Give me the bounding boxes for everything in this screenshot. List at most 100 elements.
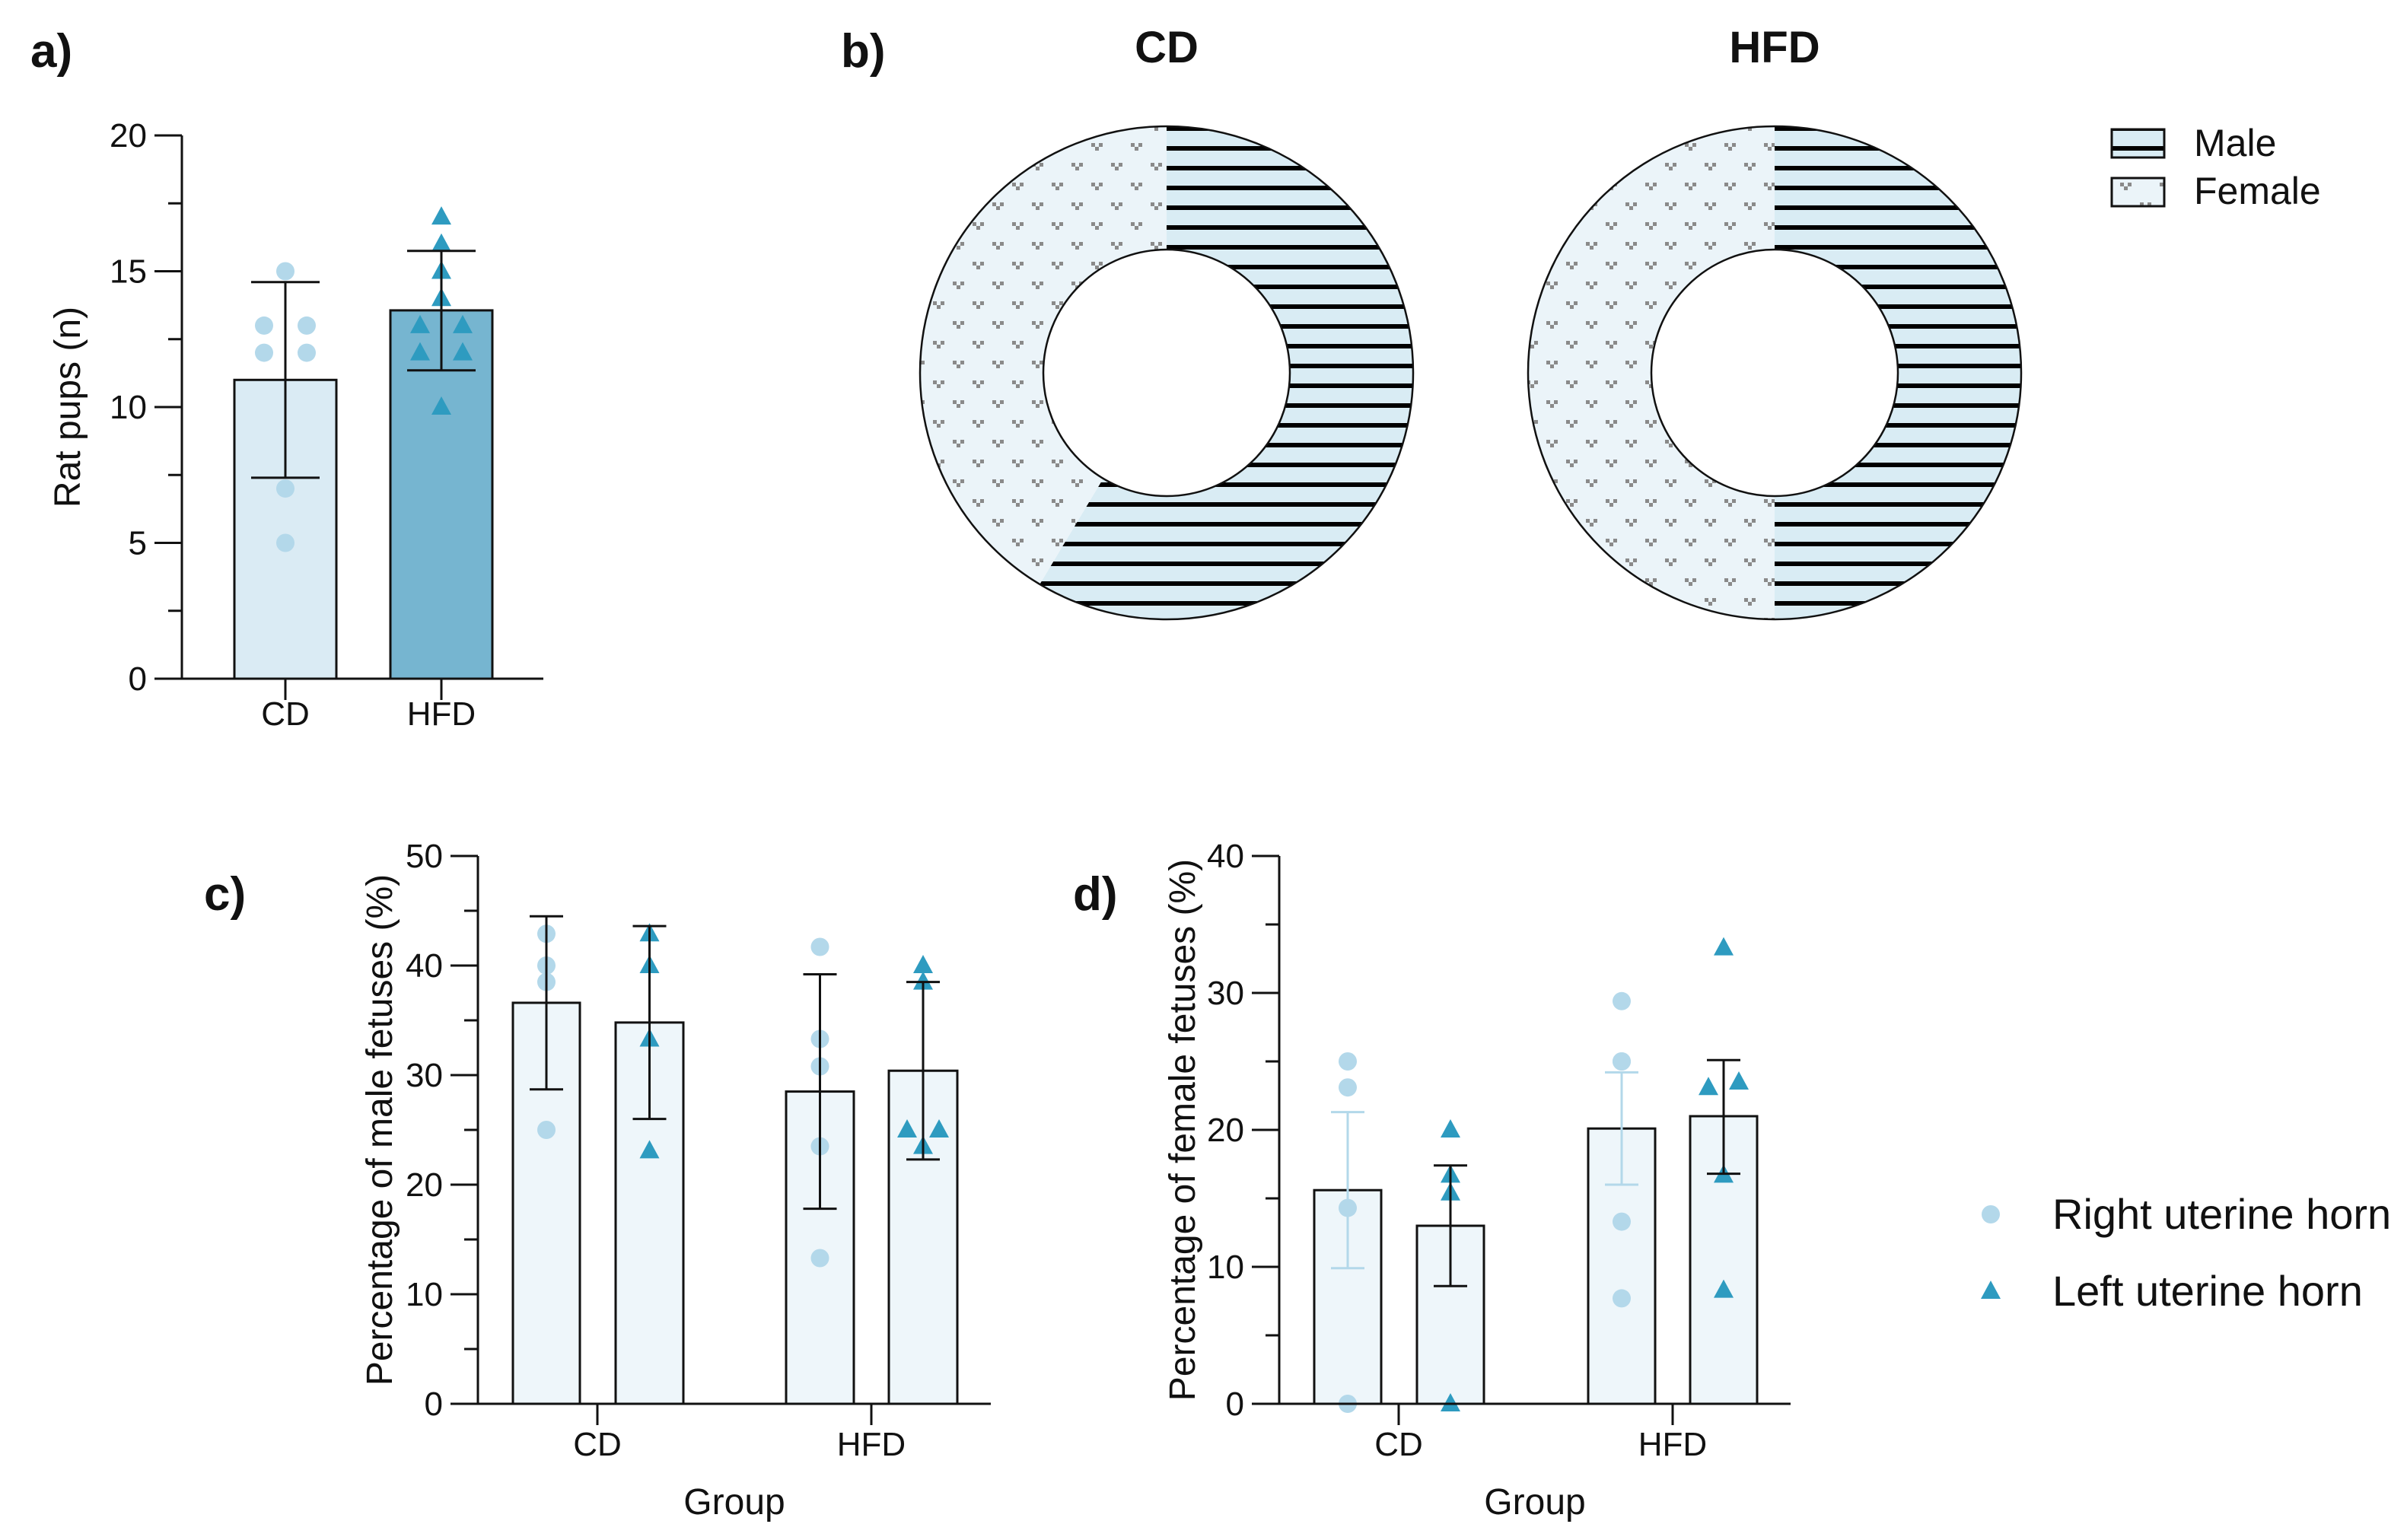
y-tick-label: 30 bbox=[1207, 975, 1244, 1012]
y-tick-label: 0 bbox=[1226, 1386, 1244, 1423]
y-tick-label: 40 bbox=[1207, 838, 1244, 875]
legend-label-right-horn: Right uterine horn bbox=[2052, 1190, 2391, 1238]
error-bar bbox=[1707, 1058, 1740, 1176]
data-point-circle bbox=[255, 343, 273, 362]
chart-panel-b: b) CD HFD Male Female bbox=[841, 23, 2321, 621]
donut-title: CD bbox=[1135, 23, 1199, 72]
y-tick-label: 5 bbox=[129, 525, 147, 562]
legend-label-male: Male bbox=[2194, 122, 2276, 164]
data-point-triangle bbox=[639, 1140, 660, 1159]
y-tick-label: 10 bbox=[406, 1276, 443, 1313]
x-axis-label: Group bbox=[683, 1482, 785, 1522]
y-tick-label: 40 bbox=[406, 947, 443, 985]
data-point-circle bbox=[1339, 1052, 1357, 1071]
y-tick-label: 50 bbox=[406, 838, 443, 875]
data-point-triangle bbox=[1441, 1393, 1460, 1411]
legend-marker-left-horn bbox=[1981, 1281, 2001, 1299]
error-bar bbox=[407, 250, 476, 372]
y-tick-label: 20 bbox=[110, 117, 147, 154]
data-point-triangle bbox=[410, 342, 430, 361]
y-tick-label: 20 bbox=[406, 1166, 443, 1204]
y-tick-label: 20 bbox=[1207, 1112, 1244, 1149]
data-point-circle bbox=[276, 533, 295, 552]
data-point-triangle bbox=[1729, 1071, 1749, 1090]
data-point-circle bbox=[298, 316, 316, 335]
y-axis-label: Percentage of male fetuses (%) bbox=[360, 874, 400, 1386]
error-bar bbox=[632, 924, 667, 1121]
data-point-triangle bbox=[410, 314, 430, 333]
y-tick-label: 0 bbox=[129, 660, 147, 698]
slice-male bbox=[1040, 126, 1413, 619]
x-tick-label: CD bbox=[261, 695, 310, 733]
chart-panel-a: a) 0 5 10 15 20 CD HFD Rat pups (n) bbox=[30, 25, 543, 733]
data-point-triangle bbox=[1441, 1119, 1460, 1138]
data-point-circle bbox=[1613, 1052, 1631, 1071]
data-point-triangle bbox=[453, 342, 473, 361]
y-tick-label: 15 bbox=[110, 253, 147, 291]
donut-hole bbox=[1042, 248, 1291, 498]
chart-panel-d: d) 0 10 20 30 40 CD HFD Percentage of female fet… bbox=[1073, 838, 1791, 1522]
data-point-circle bbox=[810, 1249, 829, 1268]
donut-hole bbox=[1650, 248, 1899, 498]
data-point-triangle bbox=[913, 955, 933, 973]
data-point-triangle bbox=[897, 1119, 917, 1138]
y-axis-label: Rat pups (n) bbox=[48, 307, 88, 508]
panel-label: a) bbox=[30, 25, 72, 78]
data-point-circle bbox=[298, 343, 316, 362]
data-point-triangle bbox=[1699, 1077, 1718, 1096]
legend-horn: Right uterine horn Left uterine horn bbox=[1981, 1190, 2391, 1315]
x-tick-label: HFD bbox=[1638, 1426, 1707, 1463]
legend-swatch-male bbox=[2110, 128, 2166, 159]
legend-sex: Male Female bbox=[2110, 122, 2321, 212]
x-axis-label: Group bbox=[1484, 1482, 1585, 1522]
data-point-circle bbox=[537, 1121, 556, 1139]
donut-outline bbox=[919, 125, 1415, 621]
data-point-triangle bbox=[431, 396, 451, 415]
x-tick-label: HFD bbox=[837, 1426, 906, 1463]
y-tick-label: 10 bbox=[110, 389, 147, 426]
donut-hfd: HFD bbox=[1527, 23, 2023, 621]
data-point-triangle bbox=[929, 1119, 949, 1138]
y-axis-label: Percentage of female fetuses (%) bbox=[1163, 859, 1203, 1401]
data-point-circle bbox=[1339, 1078, 1357, 1097]
donut-outline bbox=[1527, 125, 2023, 621]
slice-female bbox=[920, 126, 1167, 584]
y-tick-label: 0 bbox=[425, 1386, 443, 1423]
error-bar bbox=[906, 981, 940, 1161]
error-bar bbox=[1605, 1071, 1638, 1186]
legend-marker-right-horn bbox=[1982, 1205, 2000, 1223]
error-bar bbox=[1434, 1164, 1467, 1287]
chart-panel-c: c) 0 10 20 30 40 50 CD HFD Percentage of male fet… bbox=[204, 838, 991, 1522]
bar-1 bbox=[389, 309, 494, 680]
data-point-circle bbox=[255, 316, 273, 335]
donut-title: HFD bbox=[1729, 23, 1820, 72]
panel-label: b) bbox=[841, 25, 886, 78]
data-point-circle bbox=[1613, 991, 1631, 1010]
legend-label-female: Female bbox=[2194, 170, 2321, 212]
error-bar bbox=[251, 281, 320, 479]
data-point-triangle bbox=[453, 314, 473, 333]
data-point-circle bbox=[276, 262, 295, 281]
data-point-triangle bbox=[431, 233, 451, 252]
data-point-circle bbox=[276, 479, 295, 498]
y-tick-label: 30 bbox=[406, 1057, 443, 1094]
data-point-triangle bbox=[431, 206, 451, 225]
bar-3 bbox=[1689, 1115, 1759, 1405]
x-tick-label: HFD bbox=[407, 695, 476, 733]
panel-label: c) bbox=[204, 868, 246, 921]
data-point-triangle bbox=[1714, 937, 1734, 956]
error-bar bbox=[1331, 1111, 1364, 1270]
donut-cd: CD bbox=[919, 23, 1415, 621]
x-tick-label: CD bbox=[573, 1426, 622, 1463]
data-point-triangle bbox=[1714, 1279, 1734, 1298]
y-tick-label: 10 bbox=[1207, 1249, 1244, 1286]
data-point-triangle bbox=[913, 971, 933, 990]
error-bar bbox=[803, 973, 837, 1211]
data-point-circle bbox=[810, 937, 829, 956]
legend-swatch-female bbox=[2110, 177, 2166, 208]
x-tick-label: CD bbox=[1374, 1426, 1423, 1463]
data-point-circle bbox=[1613, 1212, 1631, 1231]
error-bar bbox=[530, 915, 563, 1091]
panel-label: d) bbox=[1073, 868, 1118, 921]
